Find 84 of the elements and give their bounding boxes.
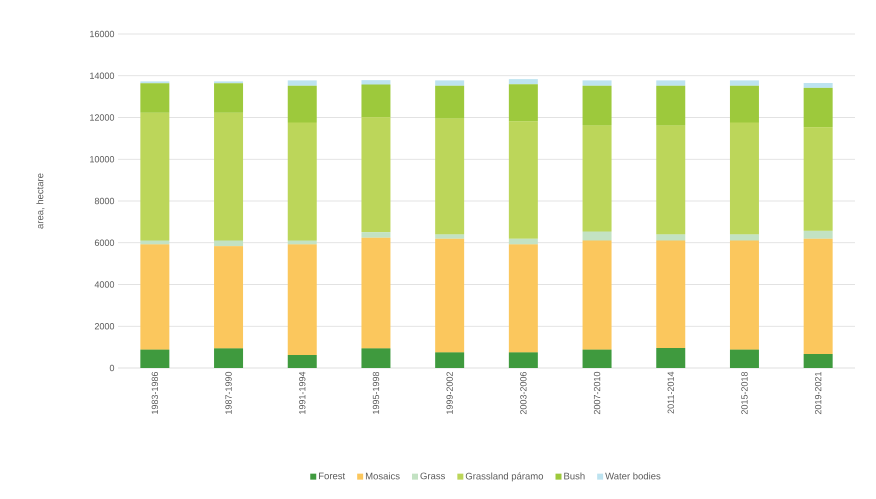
bar (214, 348, 244, 368)
bar (730, 122, 759, 234)
bar (435, 234, 464, 239)
bar (508, 244, 538, 352)
bar (288, 244, 317, 356)
bar (804, 83, 833, 88)
bar (804, 88, 833, 128)
x-tick-label: 2015-2018 (741, 372, 748, 414)
bar (656, 240, 686, 348)
y-tick-label: 6000 (94, 240, 114, 246)
bar (730, 234, 759, 240)
bar (361, 80, 390, 85)
bar (582, 350, 612, 368)
y-tick-label: 12000 (90, 114, 114, 121)
bar (214, 246, 244, 348)
bar (508, 238, 538, 244)
y-axis-title: area, hectare (36, 173, 44, 229)
bar (656, 125, 686, 234)
bar (214, 240, 244, 246)
bar (730, 80, 759, 86)
bar (804, 127, 833, 231)
bar (730, 86, 759, 123)
bar (582, 125, 612, 232)
bar (361, 238, 390, 348)
bar (361, 117, 390, 232)
y-tick-label: 14000 (90, 72, 114, 79)
bar (508, 79, 538, 84)
bar (435, 352, 464, 368)
bar (804, 230, 833, 239)
bar (140, 350, 170, 368)
legend-label: Water bodies (605, 472, 660, 480)
bar (656, 234, 686, 240)
bar (435, 80, 464, 86)
legend-label: Mosaics (366, 472, 400, 480)
bar (508, 84, 538, 122)
bar (140, 83, 170, 113)
bar (508, 352, 538, 368)
bar (435, 238, 464, 352)
bar (214, 83, 244, 113)
bar (214, 112, 244, 240)
bar (730, 350, 759, 368)
bar (582, 231, 612, 240)
bar (288, 86, 317, 123)
bar (435, 86, 464, 118)
bar (140, 240, 170, 244)
x-tick-label: 1995-1998 (372, 372, 380, 414)
bar (656, 348, 686, 368)
legend-label: Grassland páramo (466, 472, 544, 482)
bar (140, 244, 170, 350)
y-tick-label: 8000 (94, 198, 114, 204)
bar (361, 348, 390, 368)
bar (288, 80, 317, 86)
bar (582, 86, 612, 126)
legend-label: Grass (420, 472, 445, 480)
bar (508, 121, 538, 239)
bar (361, 84, 390, 118)
y-tick-label: 4000 (94, 281, 114, 288)
x-tick-label: 1999-2002 (446, 372, 453, 414)
y-tick-label: 10000 (90, 156, 114, 162)
x-tick-label: 2007-2010 (594, 372, 600, 414)
x-tick-label: 1987-1990 (225, 372, 232, 414)
bar (582, 240, 612, 350)
x-tick-label: 2019-2021 (814, 372, 822, 414)
bar (730, 240, 759, 350)
bar (288, 122, 317, 240)
bar (435, 118, 464, 234)
bar (582, 80, 612, 86)
x-tick-label: 1983-1986 (152, 372, 158, 414)
bar (288, 355, 317, 368)
x-tick-label: 2011-2014 (668, 372, 674, 414)
bar (288, 240, 317, 244)
x-tick-label: 2003-2006 (520, 372, 527, 414)
legend-label: Bush (564, 472, 585, 480)
bar (804, 238, 833, 354)
bar (656, 80, 686, 86)
y-tick-label: 0 (110, 364, 114, 372)
bar (804, 354, 833, 368)
x-tick-label: 1991-1994 (299, 372, 306, 414)
y-tick-label: 16000 (90, 30, 114, 38)
bar (656, 86, 686, 126)
y-tick-label: 2000 (94, 323, 114, 330)
bar (361, 232, 390, 238)
legend-label: Forest (319, 472, 346, 480)
bar (140, 112, 170, 240)
